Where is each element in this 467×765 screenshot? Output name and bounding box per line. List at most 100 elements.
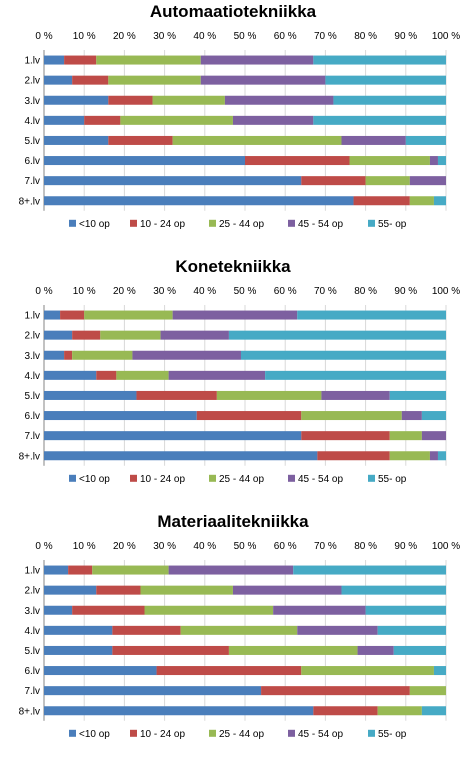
bar-segment (313, 706, 378, 716)
bar-segment (44, 390, 137, 400)
category-label: 5.lv (24, 391, 40, 402)
bar-segment (437, 451, 446, 461)
x-tick-label: 100 % (432, 31, 460, 42)
bar-segment (200, 75, 326, 85)
bar-segment (168, 370, 266, 380)
bar-segment (160, 330, 229, 340)
bar-segment (44, 645, 113, 655)
bar-segment (377, 625, 446, 635)
bar-segment (228, 330, 446, 340)
bar-segment (132, 350, 241, 360)
legend-swatch (209, 474, 216, 482)
bar-segment (357, 645, 394, 655)
bar-segment (365, 176, 410, 186)
bar-segment (196, 411, 302, 421)
bar-segment (405, 135, 446, 145)
x-tick-label: 60 % (274, 541, 297, 552)
category-label: 4.lv (24, 116, 40, 127)
category-label: 8+.lv (19, 706, 40, 717)
bar-segment (421, 431, 446, 441)
bar-segment (44, 310, 61, 320)
bar-segment (437, 156, 446, 166)
x-tick-label: 20 % (113, 541, 136, 552)
bar-segment (64, 55, 97, 65)
bar-segment (44, 411, 197, 421)
legend-label: 55- op (378, 729, 407, 740)
x-tick-label: 20 % (113, 31, 136, 42)
bar-segment (100, 330, 161, 340)
x-tick-label: 30 % (153, 286, 176, 297)
bar-segment (152, 95, 225, 105)
category-label: 6.lv (24, 411, 40, 422)
bar-segment (44, 196, 354, 206)
bar-segment (96, 585, 141, 595)
category-label: 3.lv (24, 96, 40, 107)
bar-segment (240, 350, 446, 360)
x-tick-label: 80 % (354, 541, 377, 552)
category-label: 1.lv (24, 56, 40, 67)
bar-segment (116, 370, 169, 380)
chart-title: Konetekniikka (175, 257, 291, 276)
bar-segment (112, 645, 229, 655)
bar-segment (365, 605, 446, 615)
bar-segment (108, 95, 153, 105)
x-tick-label: 50 % (234, 31, 257, 42)
x-tick-label: 60 % (274, 31, 297, 42)
bar-segment (44, 350, 65, 360)
legend-label: 10 - 24 op (140, 219, 185, 230)
bar-segment (44, 666, 157, 676)
category-label: 4.lv (24, 626, 40, 637)
bar-segment (44, 95, 109, 105)
x-tick-label: 90 % (394, 31, 417, 42)
bar-segment (261, 686, 410, 696)
bar-segment (96, 370, 117, 380)
bar-segment (44, 451, 318, 461)
chart-panel-3: Materiaalitekniikka 0 % 10 % 20 % 30 % 40 % 50… (19, 512, 461, 740)
bar-segment (44, 605, 73, 615)
legend-swatch (69, 729, 76, 737)
x-tick-label: 0 % (35, 541, 52, 552)
bar-segment (44, 686, 262, 696)
bar-segment (301, 176, 366, 186)
legend-swatch (209, 219, 216, 227)
bar-segment (92, 565, 169, 575)
bar-segment (84, 115, 121, 125)
bar-segment (72, 350, 133, 360)
legend-label: <10 op (79, 729, 110, 740)
bar-segment (172, 135, 342, 145)
bar-segment (333, 95, 446, 105)
bar-segment (44, 330, 73, 340)
bar-segment (265, 370, 446, 380)
category-label: 2.lv (24, 331, 40, 342)
bar-segment (144, 605, 274, 615)
bar-segment (44, 176, 302, 186)
x-tick-label: 40 % (193, 286, 216, 297)
x-tick-label: 10 % (73, 31, 96, 42)
bar-segment (409, 196, 434, 206)
legend-label: <10 op (79, 219, 110, 230)
bar-segment (44, 370, 97, 380)
category-label: 5.lv (24, 646, 40, 657)
category-label: 2.lv (24, 586, 40, 597)
x-tick-label: 30 % (153, 541, 176, 552)
bar-segment (325, 75, 446, 85)
bar-segment (433, 196, 446, 206)
bar-segment (297, 625, 378, 635)
legend-label: 25 - 44 op (219, 219, 264, 230)
category-label: 5.lv (24, 136, 40, 147)
bar-segment (224, 95, 334, 105)
bar-segment (301, 431, 390, 441)
bar-segment (44, 115, 85, 125)
bar-segment (168, 565, 294, 575)
x-tick-label: 50 % (234, 541, 257, 552)
bar-segment (136, 390, 217, 400)
legend-label: 45 - 54 op (298, 729, 343, 740)
bar-segment (72, 605, 145, 615)
bar-segment (156, 666, 302, 676)
bar-segment (409, 686, 446, 696)
bar-segment (389, 431, 422, 441)
bar-segment (313, 55, 446, 65)
legend-swatch (69, 474, 76, 482)
bar-segment (301, 411, 402, 421)
